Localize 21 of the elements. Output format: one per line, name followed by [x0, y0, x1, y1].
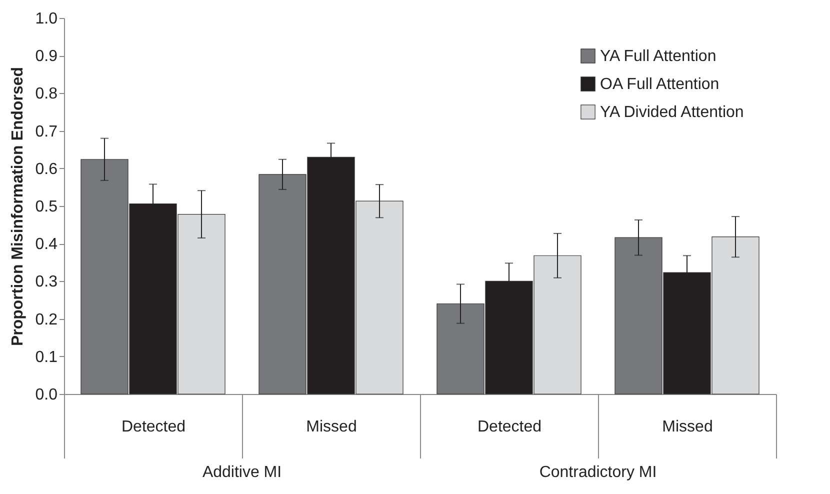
y-tick-label: 0.2 — [35, 311, 58, 328]
x-tick-label: Detected — [477, 418, 542, 436]
y-axis-title: Proportion Misinformation Endorsed — [9, 66, 26, 346]
text: Additive MI — [202, 464, 282, 481]
legend-label: YA Full Attention — [600, 48, 716, 65]
y-tick-label: 0.6 — [35, 160, 58, 178]
legend-label: OA Full Attention — [600, 76, 720, 93]
x-tick-label: Detected — [121, 418, 186, 436]
text: Contradictory MI — [539, 464, 657, 481]
y-tick-label: 0.9 — [35, 48, 58, 66]
x-tick-label: Missed — [306, 418, 357, 436]
legend-label: YA Divided Attention — [600, 104, 744, 121]
y-tick-label: 0.8 — [35, 86, 58, 103]
y-tick-label: 0.0 — [35, 386, 58, 404]
y-tick-label: 0.5 — [35, 198, 58, 216]
y-tick-label: 0.1 — [35, 348, 58, 366]
y-tick-label: 1.0 — [35, 10, 58, 28]
x-tick-label: Missed — [662, 418, 713, 436]
y-tick-label: 0.4 — [35, 236, 58, 254]
y-tick-label: 0.7 — [35, 123, 58, 140]
y-tick-label: 0.3 — [35, 274, 58, 291]
